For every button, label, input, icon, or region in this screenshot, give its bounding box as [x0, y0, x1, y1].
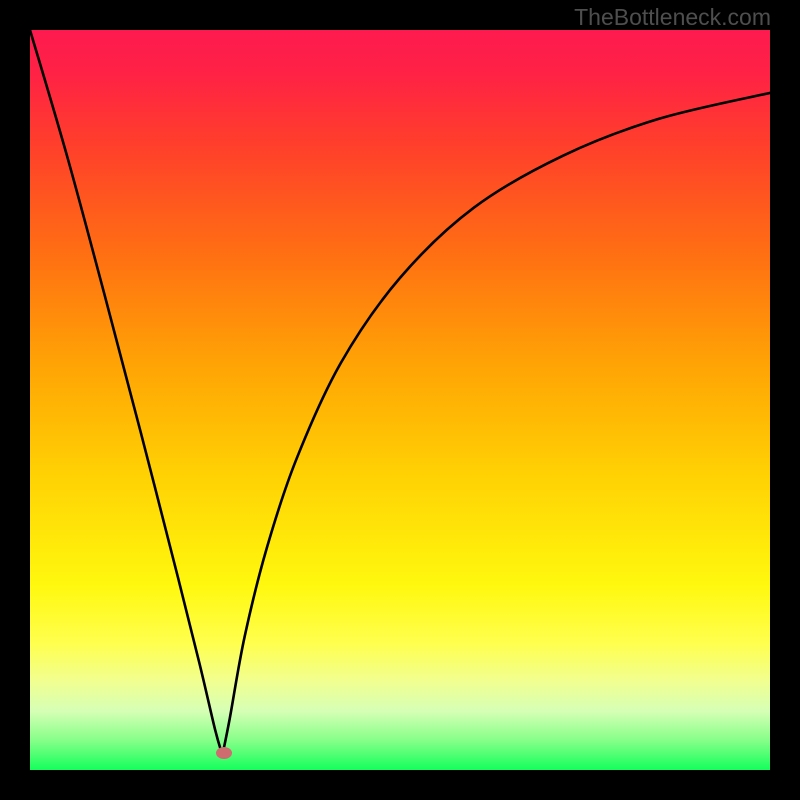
bottleneck-curve [30, 30, 770, 770]
plot-area [30, 30, 770, 770]
watermark-text: TheBottleneck.com [574, 4, 771, 31]
chart-frame: TheBottleneck.com [0, 0, 800, 800]
minimum-marker [216, 747, 232, 759]
